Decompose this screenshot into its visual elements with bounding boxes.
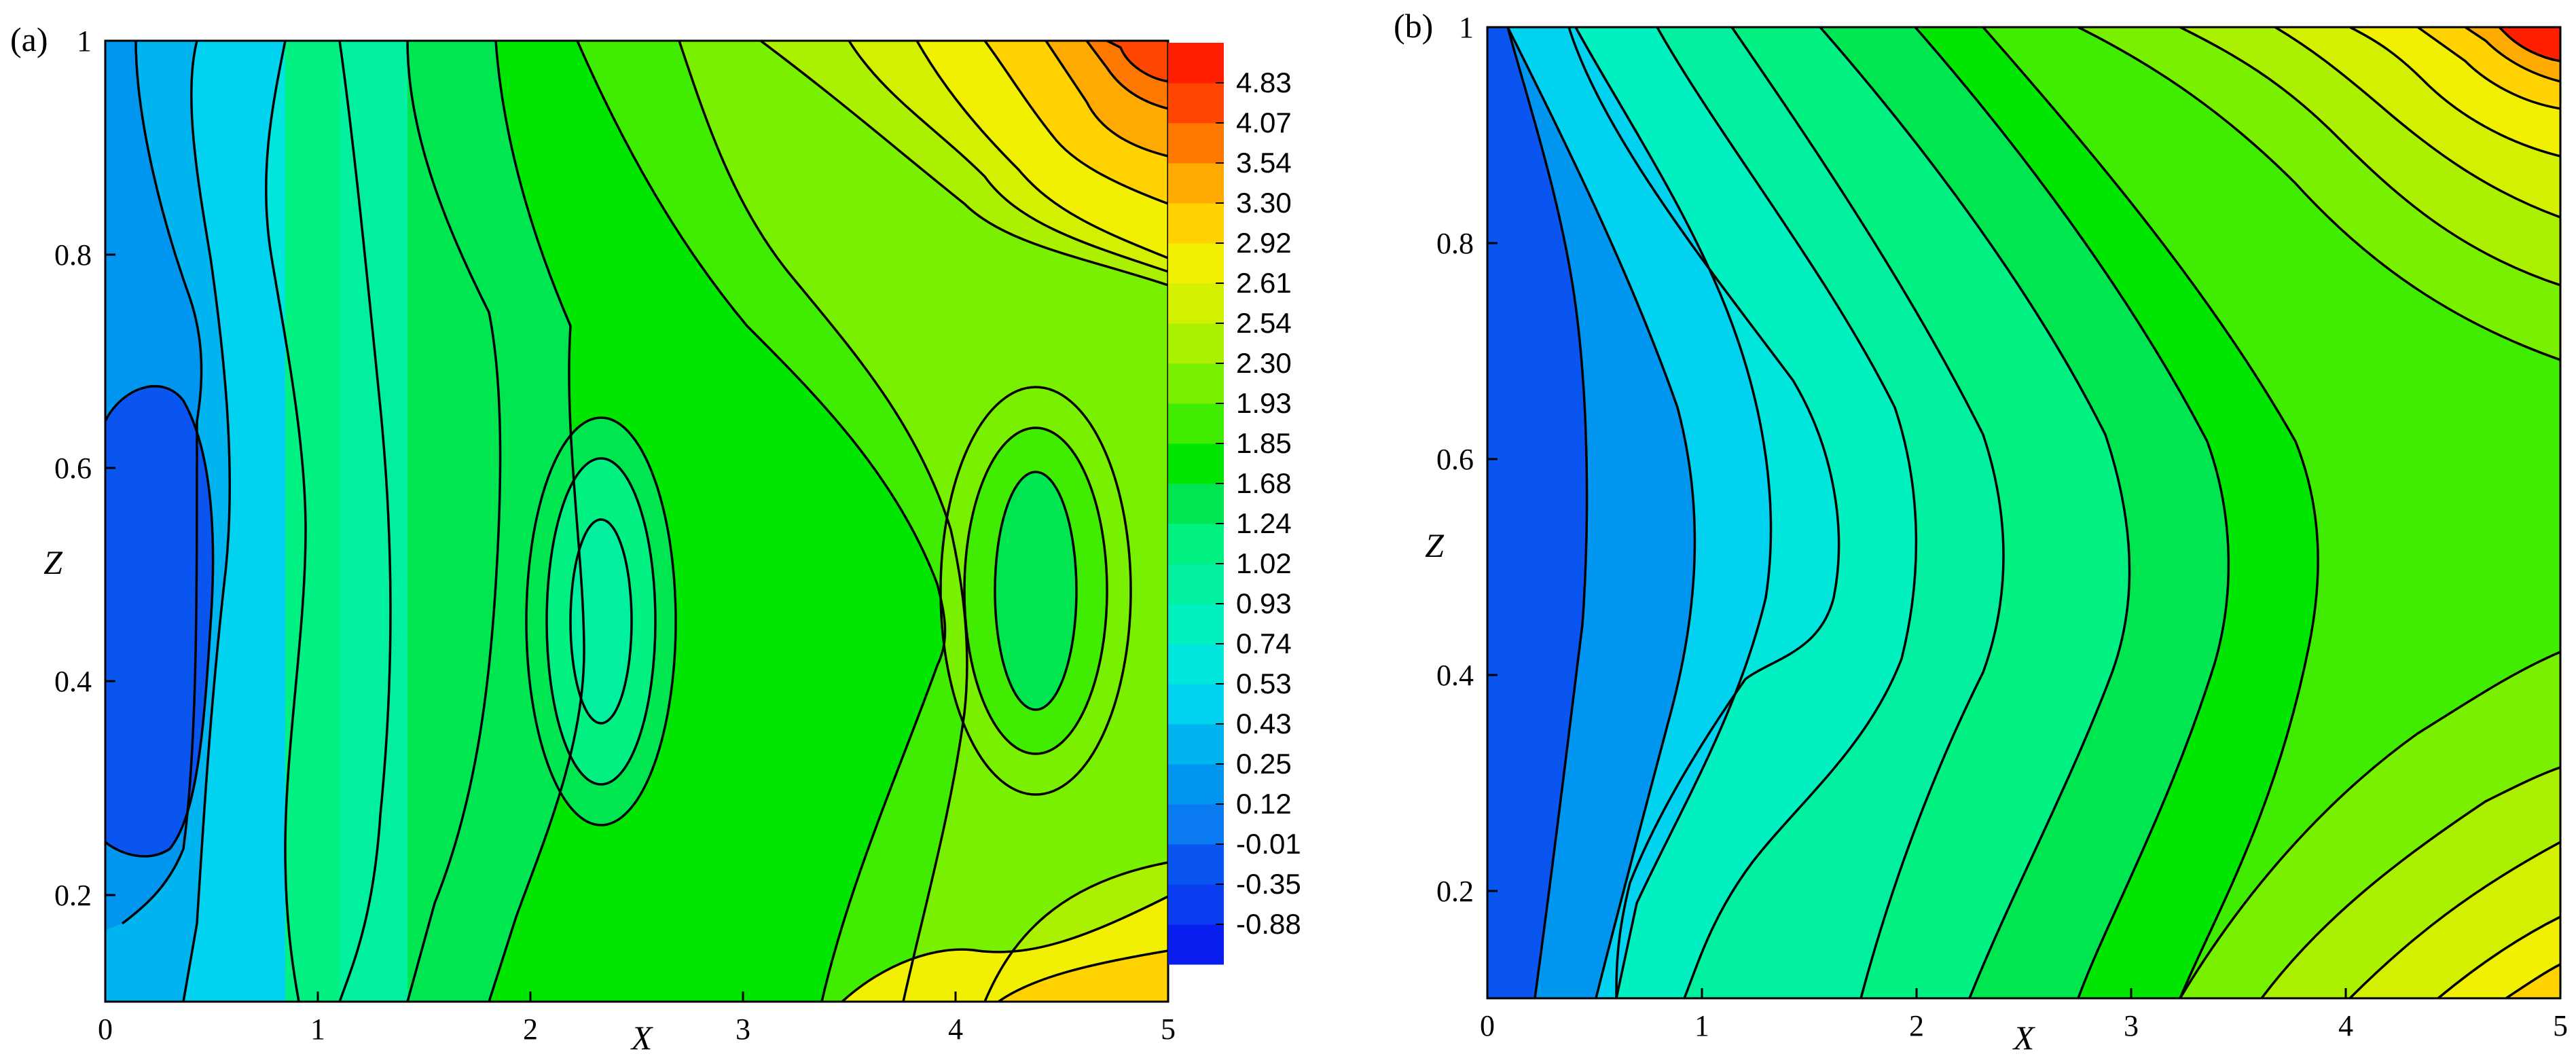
colorbar-level-label: 1.85	[1236, 427, 1292, 459]
panel-b-band-bottom-4	[2438, 917, 2560, 998]
colorbar-level-label: 2.61	[1236, 267, 1292, 299]
panel-a-y-tick: 0.4	[54, 665, 92, 698]
panel-b-y-tick: 0.2	[1436, 875, 1474, 908]
colorbar-level-label: 1.68	[1236, 467, 1292, 499]
panel-a-axes	[104, 39, 1169, 1002]
panel-b-x-tick: 3	[2124, 1009, 2139, 1042]
colorbar-swatch	[1168, 684, 1224, 725]
colorbar-level-label: 2.54	[1236, 307, 1292, 339]
panel-a-ring-inner	[570, 520, 632, 723]
panel-b-contour-lines	[1506, 27, 2560, 998]
panel-a-right-ring-inner	[995, 472, 1076, 710]
colorbar-level-label: 0.43	[1236, 708, 1292, 740]
colorbar-level-label: 0.93	[1236, 587, 1292, 619]
colorbar-level-label: 3.30	[1236, 187, 1292, 219]
panel-a: 0 1 2 3 4 5 X 0.2 0.4 0.6 0.8 1 Z (a) -0…	[10, 20, 1301, 1056]
panel-b-x-tick: 5	[2553, 1009, 2568, 1042]
colorbar-level-label: 2.92	[1236, 227, 1292, 259]
colorbar-swatch	[1168, 323, 1224, 364]
colorbar-level-label: 4.83	[1236, 67, 1292, 98]
panel-a-contour-field	[105, 41, 1168, 1002]
colorbar-swatch	[1168, 203, 1224, 244]
panel-b-y-tick: 1	[1459, 11, 1474, 44]
panel-a-x-axis-title: X	[630, 1019, 654, 1056]
colorbar-level-label: 0.12	[1236, 788, 1292, 820]
colorbar-swatch	[1168, 524, 1224, 564]
colorbar-swatch	[1168, 764, 1224, 805]
panel-a-contour-lines	[105, 41, 1168, 1002]
panel-b-x-tick: 0	[1480, 1009, 1495, 1042]
colorbar-swatch	[1168, 443, 1224, 484]
colorbar-level-label: 1.02	[1236, 547, 1292, 579]
colorbar-swatch	[1168, 724, 1224, 765]
panel-a-y-axis-title: Z	[43, 543, 63, 581]
panel-a-label: (a)	[10, 20, 48, 58]
colorbar-level-label: 2.30	[1236, 347, 1292, 379]
panel-b-y-tick: 0.6	[1436, 443, 1474, 476]
panel-a-band-bottom-orange	[998, 951, 1168, 1002]
panel-b-y-axis-title: Z	[1425, 526, 1445, 564]
colorbar-level-label: 0.53	[1236, 668, 1292, 699]
colorbar-level-label: 0.25	[1236, 748, 1292, 780]
colorbar-swatch	[1168, 43, 1224, 84]
panel-b-contour-field	[1487, 27, 2560, 998]
colorbar-swatch	[1168, 844, 1224, 885]
colorbar-swatch	[1168, 283, 1224, 324]
panel-a-x-tick: 5	[1161, 1013, 1176, 1046]
panel-a-band-1-68	[407, 41, 584, 1002]
panel-b-x-tick: 4	[2338, 1009, 2353, 1042]
panel-b-band-neg001	[1487, 27, 1587, 998]
colorbar-swatch	[1168, 123, 1224, 164]
colorbar-level-label: 0.74	[1236, 627, 1292, 659]
colorbar-swatch	[1168, 604, 1224, 644]
colorbar-level-label: 3.54	[1236, 147, 1292, 179]
panel-a-y-tick: 0.6	[54, 452, 92, 485]
panel-a-x-tick: 3	[736, 1013, 750, 1046]
panel-b-x-tick: 1	[1694, 1009, 1709, 1042]
colorbar-swatch	[1168, 363, 1224, 404]
panel-b: 0 1 2 3 4 5 X 0.2 0.4 0.6 0.8 1 Z (b)	[1394, 7, 2568, 1056]
panel-b-band-4-83	[2499, 27, 2560, 61]
panel-b-x-tick: 2	[1909, 1009, 1924, 1042]
colorbar-swatch	[1168, 403, 1224, 444]
colorbar-swatch	[1168, 564, 1224, 604]
colorbar-level-label: 1.24	[1236, 507, 1292, 539]
panel-a-y-tick: 1	[77, 24, 92, 58]
colorbar-swatch	[1168, 884, 1224, 925]
colorbar-level-label: 4.07	[1236, 107, 1292, 139]
panel-b-label: (b)	[1394, 7, 1433, 45]
colorbar-swatch	[1168, 924, 1224, 965]
colorbar-level-label: -0.01	[1236, 828, 1301, 860]
panel-b-plot-frame	[1486, 26, 2562, 1000]
colorbar-level-label: 1.93	[1236, 387, 1292, 419]
panel-a-blob-neg035	[105, 386, 213, 856]
colorbar-swatch	[1168, 163, 1224, 204]
panel-b-axes	[1486, 26, 2562, 998]
colorbar-level-label: -0.35	[1236, 868, 1301, 900]
colorbar-swatch	[1168, 83, 1224, 124]
panel-b-x-axis-title: X	[2012, 1019, 2036, 1056]
colorbar-swatch	[1168, 804, 1224, 845]
colorbar-swatch	[1168, 484, 1224, 524]
panel-b-y-tick: 0.4	[1436, 659, 1474, 692]
panel-a-x-tick: 1	[310, 1013, 325, 1046]
panel-a-x-tick: 4	[948, 1013, 963, 1046]
colorbar: -0.88 -0.35 -0.01 0.12 0.25 0.43 0.53 0.74 0.93 1…	[1168, 43, 1301, 965]
colorbar-swatch	[1168, 243, 1224, 284]
colorbar-swatch	[1168, 644, 1224, 685]
colorbar-level-label: -0.88	[1236, 908, 1301, 940]
panel-a-x-tick: 0	[98, 1013, 113, 1046]
panel-a-x-tick: 2	[523, 1013, 538, 1046]
panel-b-y-tick: 0.8	[1436, 227, 1474, 260]
panel-a-y-tick: 0.2	[54, 879, 92, 912]
panel-a-y-tick: 0.8	[54, 238, 92, 272]
